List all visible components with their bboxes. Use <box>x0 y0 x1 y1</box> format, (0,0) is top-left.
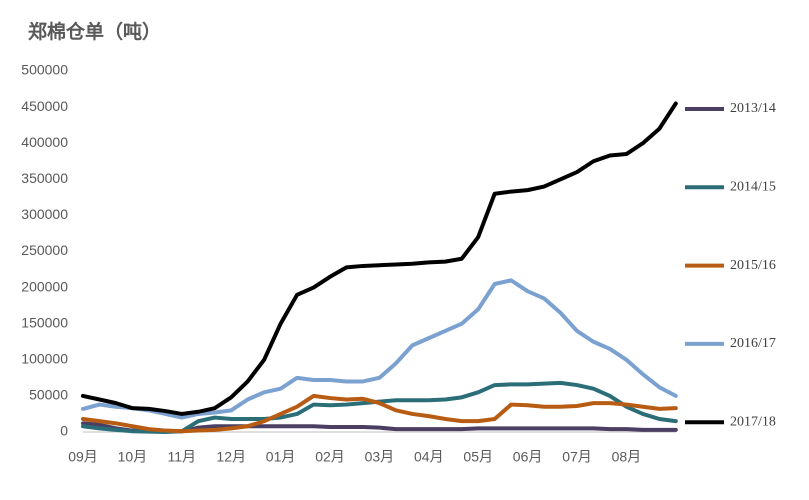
legend-label: 2014/15 <box>730 180 776 195</box>
x-tick-label: 11月 <box>168 449 197 465</box>
x-tick-label: 08月 <box>612 449 642 465</box>
y-tick-label: 50000 <box>29 387 68 403</box>
y-tick-label: 400000 <box>21 134 68 150</box>
y-tick-label: 150000 <box>21 314 68 330</box>
x-tick-label: 03月 <box>365 449 395 465</box>
x-tick-label: 09月 <box>68 449 98 465</box>
series-line <box>81 393 678 434</box>
x-tick-label: 12月 <box>216 449 246 465</box>
legend-label: 2017/18 <box>730 414 776 429</box>
x-tick-label: 01月 <box>266 449 296 465</box>
y-tick-label: 100000 <box>21 351 68 367</box>
x-tick-label: 10月 <box>118 449 148 465</box>
y-tick-label: 300000 <box>21 206 68 222</box>
legend-label: 2015/16 <box>730 258 776 273</box>
legend-label: 2016/17 <box>730 336 776 351</box>
series-line <box>81 278 678 420</box>
x-tick-label: 02月 <box>315 449 345 465</box>
x-tick-label: 04月 <box>414 449 444 465</box>
y-tick-label: 200000 <box>21 278 68 294</box>
series-line <box>81 101 678 416</box>
x-tick-label: 05月 <box>463 449 493 465</box>
chart-title: 郑棉仓单（吨） <box>28 20 161 43</box>
legend-label: 2013/14 <box>730 101 776 116</box>
x-tick-label: 06月 <box>513 449 543 465</box>
y-tick-label: 350000 <box>21 170 68 186</box>
y-tick-label: 0 <box>60 423 68 439</box>
y-tick-label: 450000 <box>21 98 68 114</box>
y-tick-label: 500000 <box>21 62 68 78</box>
y-tick-label: 250000 <box>21 242 68 258</box>
x-tick-label: 07月 <box>562 449 592 465</box>
series-line <box>81 380 678 434</box>
